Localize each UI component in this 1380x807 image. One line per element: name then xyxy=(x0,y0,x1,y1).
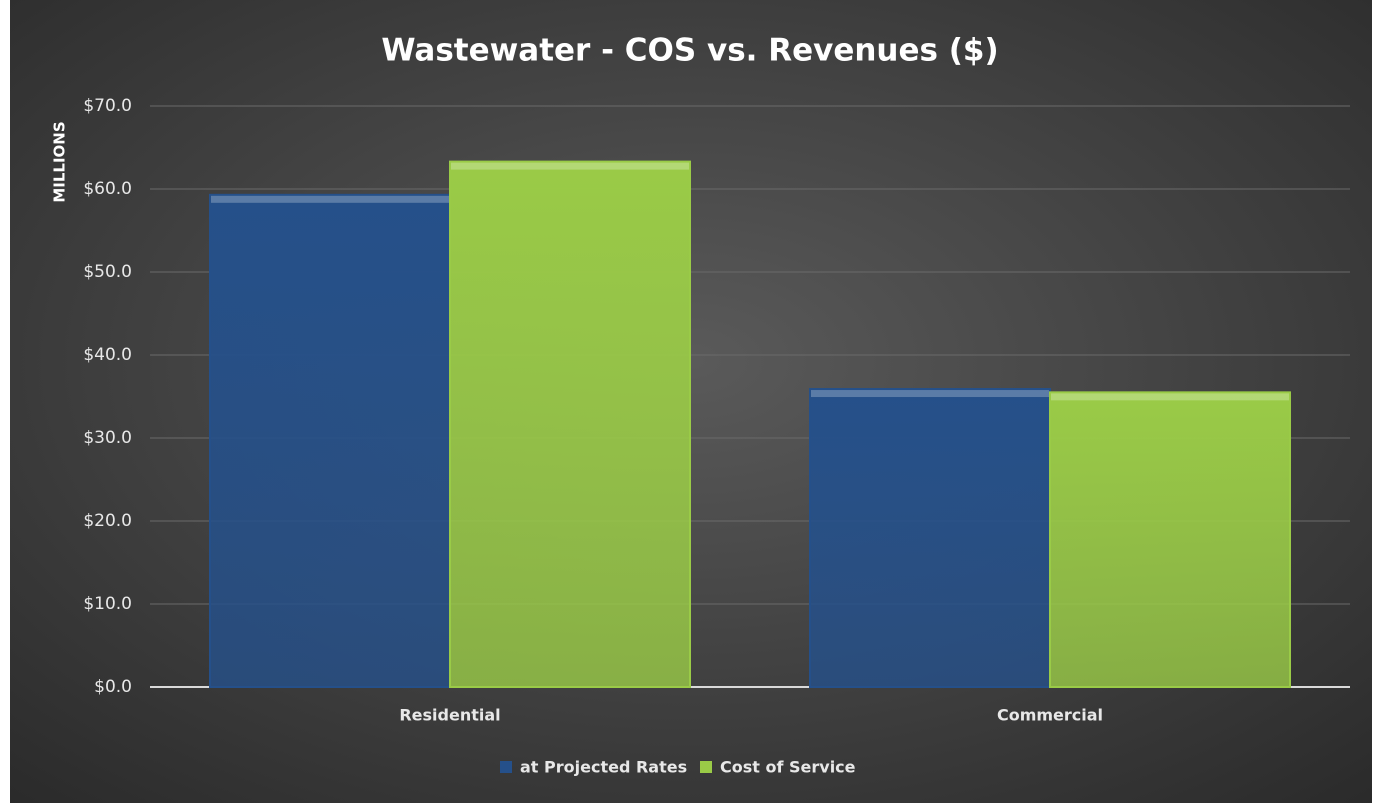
y-tick-label: $20.0 xyxy=(83,511,132,531)
chart-title: Wastewater - COS vs. Revenues ($) xyxy=(381,33,998,69)
y-tick-label: $70.0 xyxy=(83,96,132,116)
y-axis-title: MILLIONS xyxy=(51,121,69,202)
bar xyxy=(209,193,451,688)
x-tick-label: Commercial xyxy=(997,706,1103,725)
legend-label: at Projected Rates xyxy=(520,758,687,777)
bar xyxy=(809,388,1051,688)
bar xyxy=(1049,391,1291,688)
bar xyxy=(449,160,691,689)
y-tick-label: $60.0 xyxy=(83,179,132,199)
y-tick-label: $30.0 xyxy=(83,428,132,448)
y-tick-label: $0.0 xyxy=(94,677,132,697)
legend-label: Cost of Service xyxy=(720,758,856,777)
legend-swatch xyxy=(700,761,712,773)
y-tick-label: $10.0 xyxy=(83,594,132,614)
y-tick-label: $50.0 xyxy=(83,262,132,282)
x-tick-label: Residential xyxy=(399,706,500,725)
bar-bevel xyxy=(211,195,449,203)
bar-bevel xyxy=(451,162,689,170)
bar-bevel xyxy=(811,390,1049,398)
y-tick-label: $40.0 xyxy=(83,345,132,365)
bar-bevel xyxy=(1051,393,1289,401)
legend-swatch xyxy=(500,761,512,773)
